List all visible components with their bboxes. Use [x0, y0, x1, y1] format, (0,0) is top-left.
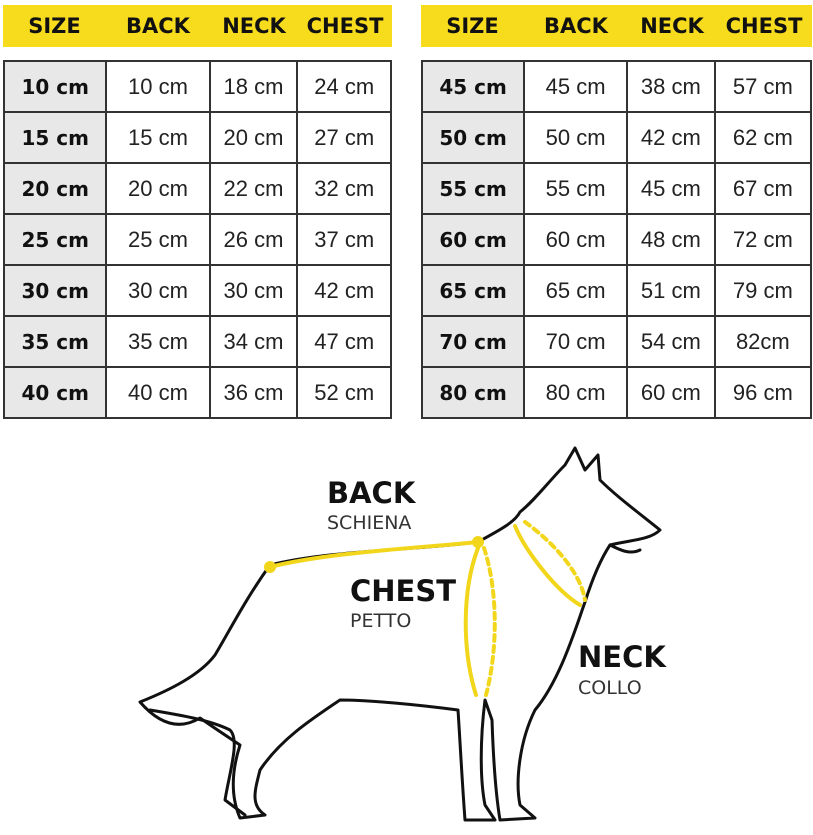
chest-cell: 24 cm: [296, 60, 392, 113]
header-chest: CHEST: [725, 14, 803, 38]
back-sublabel: SCHIENA: [327, 512, 412, 534]
neck-cell: 54 cm: [626, 315, 716, 368]
chest-cell: 27 cm: [296, 111, 392, 164]
neck-cell: 42 cm: [626, 111, 716, 164]
neck-cell: 45 cm: [626, 162, 716, 215]
chest-cell: 37 cm: [296, 213, 392, 266]
table-row: 60 cm 60 cm 48 cm 72 cm: [420, 213, 813, 266]
size-cell: 25 cm: [2, 213, 108, 266]
header-chest: CHEST: [306, 14, 384, 38]
size-cell: 55 cm: [420, 162, 526, 215]
back-cell: 40 cm: [105, 366, 211, 419]
table-row: 65 cm 65 cm 51 cm 79 cm: [420, 264, 813, 317]
chest-cell: 72 cm: [713, 213, 813, 266]
size-cell: 60 cm: [420, 213, 526, 266]
table-row: 40 cm 40 cm 36 cm 52 cm: [2, 366, 392, 419]
neck-cell: 34 cm: [208, 315, 299, 368]
table-row: 55 cm 55 cm 45 cm 67 cm: [420, 162, 813, 215]
size-cell: 45 cm: [420, 60, 526, 113]
size-cell: 30 cm: [2, 264, 108, 317]
table-row: 20 cm 20 cm 22 cm 32 cm: [2, 162, 392, 215]
size-cell: 80 cm: [420, 366, 526, 419]
header-back: BACK: [544, 14, 608, 38]
neck-label: NECK: [578, 640, 666, 674]
size-cell: 35 cm: [2, 315, 108, 368]
back-cell: 65 cm: [523, 264, 629, 317]
chest-cell: 57 cm: [713, 60, 813, 113]
left-header: SIZE BACK NECK CHEST: [3, 5, 392, 47]
table-row: 45 cm 45 cm 38 cm 57 cm: [420, 60, 813, 113]
table-row: 10 cm 10 cm 18 cm 24 cm: [2, 60, 392, 113]
table-row: 70 cm 70 cm 54 cm 82cm: [420, 315, 813, 368]
header-size: SIZE: [28, 14, 81, 38]
neck-sublabel: COLLO: [578, 677, 642, 699]
neck-cell: 30 cm: [208, 264, 299, 317]
neck-cell: 48 cm: [626, 213, 716, 266]
table-row: 15 cm 15 cm 20 cm 27 cm: [2, 111, 392, 164]
chest-cell: 62 cm: [713, 111, 813, 164]
table-row: 25 cm 25 cm 26 cm 37 cm: [2, 213, 392, 266]
table-row: 50 cm 50 cm 42 cm 62 cm: [420, 111, 813, 164]
neck-cell: 26 cm: [208, 213, 299, 266]
back-cell: 60 cm: [523, 213, 629, 266]
neck-cell: 60 cm: [626, 366, 716, 419]
back-cell: 20 cm: [105, 162, 211, 215]
back-cell: 25 cm: [105, 213, 211, 266]
neck-cell: 20 cm: [208, 111, 299, 164]
chest-cell: 96 cm: [713, 366, 813, 419]
size-cell: 40 cm: [2, 366, 108, 419]
size-cell: 15 cm: [2, 111, 108, 164]
right-size-table: 45 cm 45 cm 38 cm 57 cm 50 cm 50 cm 42 cm 62 cm…: [420, 60, 813, 419]
chest-cell: 42 cm: [296, 264, 392, 317]
size-cell: 20 cm: [2, 162, 108, 215]
chest-cell: 79 cm: [713, 264, 813, 317]
size-cell: 70 cm: [420, 315, 526, 368]
chest-cell: 82cm: [713, 315, 813, 368]
size-cell: 50 cm: [420, 111, 526, 164]
chest-cell: 32 cm: [296, 162, 392, 215]
back-cell: 45 cm: [523, 60, 629, 113]
back-cell: 10 cm: [105, 60, 211, 113]
chest-cell: 67 cm: [713, 162, 813, 215]
right-header: SIZE BACK NECK CHEST: [421, 5, 812, 47]
back-cell: 80 cm: [523, 366, 629, 419]
table-row: 30 cm 30 cm 30 cm 42 cm: [2, 264, 392, 317]
back-cell: 55 cm: [523, 162, 629, 215]
size-cell: 65 cm: [420, 264, 526, 317]
neck-cell: 22 cm: [208, 162, 299, 215]
back-cell: 50 cm: [523, 111, 629, 164]
back-cell: 30 cm: [105, 264, 211, 317]
header-neck: NECK: [640, 14, 704, 38]
left-size-table: 10 cm 10 cm 18 cm 24 cm 15 cm 15 cm 20 cm 27 cm…: [2, 60, 392, 419]
neck-cell: 36 cm: [208, 366, 299, 419]
chest-sublabel: PETTO: [350, 610, 412, 632]
dog-illustration: [138, 446, 662, 822]
size-cell: 10 cm: [2, 60, 108, 113]
back-label: BACK: [327, 476, 416, 510]
neck-cell: 51 cm: [626, 264, 716, 317]
chest-label: CHEST: [350, 574, 457, 608]
table-row: 35 cm 35 cm 34 cm 47 cm: [2, 315, 392, 368]
header-back: BACK: [126, 14, 190, 38]
table-row: 80 cm 80 cm 60 cm 96 cm: [420, 366, 813, 419]
back-cell: 70 cm: [523, 315, 629, 368]
back-cell: 15 cm: [105, 111, 211, 164]
neck-cell: 38 cm: [626, 60, 716, 113]
chest-cell: 47 cm: [296, 315, 392, 368]
header-neck: NECK: [222, 14, 286, 38]
header-size: SIZE: [446, 14, 499, 38]
neck-cell: 18 cm: [208, 60, 299, 113]
chest-cell: 52 cm: [296, 366, 392, 419]
back-cell: 35 cm: [105, 315, 211, 368]
